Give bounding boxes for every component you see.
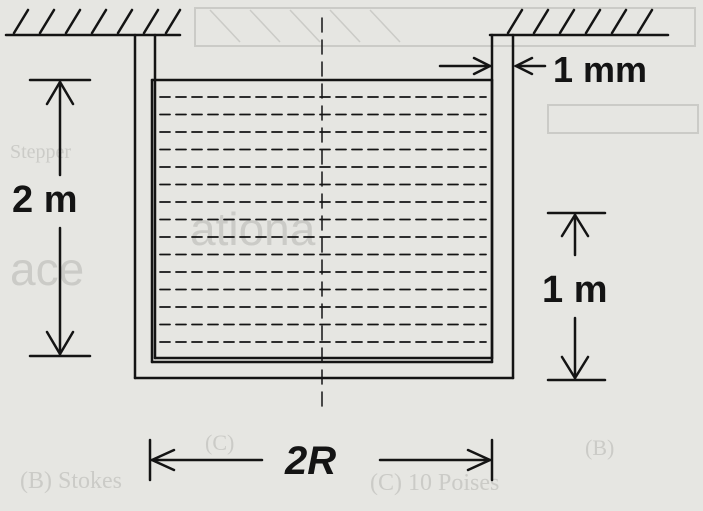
bleed-box — [194, 7, 696, 47]
label-height-2m: 2 m — [12, 179, 77, 221]
bleed-text: ace — [10, 243, 84, 295]
bleed-box-2 — [547, 104, 699, 134]
fluid-hatching — [159, 96, 487, 343]
dimension-2m — [28, 78, 92, 358]
bleed-through-layer: Stepper ationa ace (B) Stokes (C) 10 Poi… — [10, 7, 699, 496]
bleed-text: ationa — [190, 203, 316, 255]
bleed-text: (B) — [585, 435, 614, 460]
label-wall-1mm: 1 mm — [553, 49, 647, 90]
dimension-2R — [148, 438, 494, 482]
ceiling-support-right — [488, 8, 670, 37]
bleed-text: (B) Stokes — [20, 468, 122, 494]
bleed-text: (C) 10 Poises — [370, 470, 499, 496]
dimension-1m — [546, 211, 607, 382]
label-width-2R: 2R — [284, 439, 336, 483]
bleed-text: (C) — [205, 430, 234, 455]
label-gap-1m: 1 m — [542, 269, 607, 311]
bleed-text: Stepper — [10, 141, 71, 163]
dimension-1mm — [438, 56, 547, 76]
ceiling-support-left — [4, 8, 182, 37]
